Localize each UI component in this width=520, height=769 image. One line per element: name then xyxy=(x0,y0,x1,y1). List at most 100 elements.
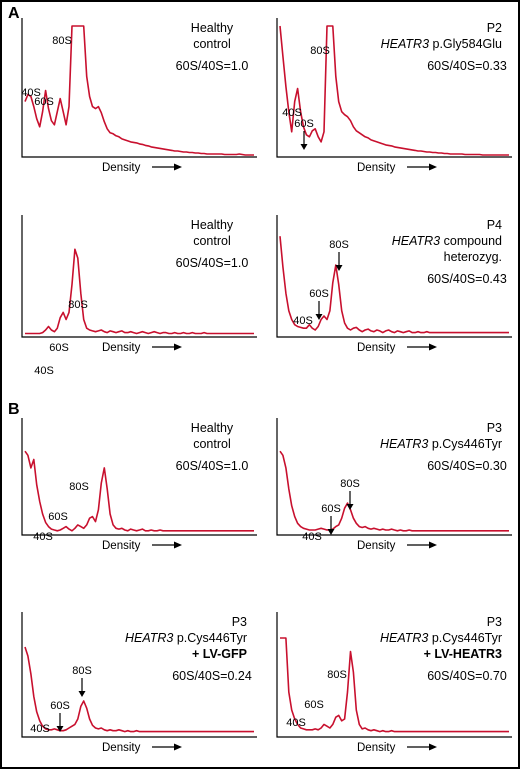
panel-title-span: HEATR3 xyxy=(392,234,440,248)
panel-title-span: p.Cys446Tyr xyxy=(173,631,247,645)
panel-title-line: control xyxy=(193,437,231,451)
peak-label-40s: 40S xyxy=(302,531,322,543)
panel-title-line: Healthy xyxy=(191,21,234,35)
x-axis-arrow-head xyxy=(429,541,437,549)
panel-title-span: P3 xyxy=(232,615,247,629)
profile-trace xyxy=(279,236,509,334)
peak-label-60s: 60S xyxy=(321,503,341,515)
peak-label-80s: 80S xyxy=(68,299,88,311)
x-axis-arrow-head xyxy=(429,743,437,751)
panel-title-span: Healthy xyxy=(191,421,234,435)
profile-panels: 40S60S80SHealthycontrol60S/40S=1.0Densit… xyxy=(21,18,512,754)
profile-panel: 40S 60S 80S P4 HEATR3 compound heterozyg. 60S/… xyxy=(276,215,512,354)
x-axis-arrow-head xyxy=(174,163,182,171)
arrow-60s-head xyxy=(327,529,335,535)
x-axis-arrow-head xyxy=(174,743,182,751)
panel-title-line: + LV-GFP xyxy=(192,647,247,661)
panel-title-line: HEATR3 p.Gly584Glu xyxy=(381,37,502,51)
peak-label-80s: 80S xyxy=(52,35,72,47)
peak-label-40s: 40S xyxy=(293,315,313,327)
panel-title-span: p.Gly584Glu xyxy=(429,37,502,51)
panel-title-line: P4 xyxy=(487,218,502,232)
peak-label-60s: 60S xyxy=(50,700,70,712)
axis-lines xyxy=(21,18,257,158)
peak-label-80s: 80S xyxy=(340,478,360,490)
panel-title-line: HEATR3 p.Cys446Tyr xyxy=(380,437,502,451)
ratio-label: 60S/40S=0.33 xyxy=(427,59,507,73)
x-axis-label: Density xyxy=(102,342,141,354)
panel-title-line: Healthy xyxy=(191,218,234,232)
arrow-60s-head xyxy=(300,144,308,150)
profile-trace xyxy=(280,637,509,733)
arrow-80s-head xyxy=(78,691,86,697)
axis-lines xyxy=(276,418,512,536)
panel-title-span: Healthy xyxy=(191,21,234,35)
peak-label-80s: 80S xyxy=(327,669,347,681)
ratio-label: 60S/40S=0.70 xyxy=(427,669,507,683)
profile-trace xyxy=(24,646,254,733)
profile-trace xyxy=(25,248,254,335)
ratio-label: 60S/40S=0.43 xyxy=(427,272,507,286)
panel-title-span: heterozyg. xyxy=(444,250,502,264)
profile-panel: 40S60S80SHealthycontrol60S/40S=1.0Densit… xyxy=(21,18,257,174)
x-axis-label: Density xyxy=(357,540,396,552)
panel-title-line: P3 xyxy=(487,615,502,629)
profile-trace xyxy=(279,25,509,156)
arrow-80s-head xyxy=(346,504,354,510)
x-axis-label: Density xyxy=(357,342,396,354)
arrow-60s-head xyxy=(315,314,323,320)
panel-title-span: control xyxy=(193,437,231,451)
peak-label-60s: 60S xyxy=(294,118,314,130)
axis-lines xyxy=(276,18,512,158)
section-label-a: A xyxy=(8,5,20,22)
profile-panel: 40S60S80SHealthycontrol60S/40S=1.0Densit… xyxy=(21,418,257,552)
axis-lines xyxy=(21,612,257,738)
peak-label-40s: 40S xyxy=(21,87,41,99)
x-axis-label: Density xyxy=(357,742,396,754)
x-axis-label: Density xyxy=(102,540,141,552)
peak-label-60s: 60S xyxy=(304,699,324,711)
ratio-label: 60S/40S=1.0 xyxy=(176,459,249,473)
x-axis-label: Density xyxy=(102,742,141,754)
panel-title-line: P3 xyxy=(232,615,247,629)
panel-title-span: + LV-GFP xyxy=(192,647,247,661)
profile-trace xyxy=(24,450,254,532)
peak-label-80s: 80S xyxy=(72,665,92,677)
peak-label-40s: 40S xyxy=(30,723,50,735)
peak-label-80s: 80S xyxy=(310,45,330,57)
panel-title-span: HEATR3 xyxy=(125,631,173,645)
peak-label-40s: 40S xyxy=(34,365,54,377)
peak-label-80s: 80S xyxy=(329,239,349,251)
peak-label-60s: 60S xyxy=(34,96,54,108)
panel-title-span: P3 xyxy=(487,615,502,629)
peak-label-60s: 60S xyxy=(48,511,68,523)
axis-lines xyxy=(21,418,257,536)
x-axis-arrow-head xyxy=(174,343,182,351)
panel-title-span: P2 xyxy=(487,21,502,35)
panel-title-line: + LV-HEATR3 xyxy=(424,647,502,661)
x-axis-label: Density xyxy=(102,162,141,174)
panel-title-span: + LV-HEATR3 xyxy=(424,647,502,661)
panel-title-line: HEATR3 compound xyxy=(392,234,502,248)
panel-title-span: P4 xyxy=(487,218,502,232)
profile-trace xyxy=(24,25,254,156)
profile-panel: 40S 60S 80S P3 HEATR3 p.Cys446Tyr + LV-HEATR3… xyxy=(276,612,512,754)
panel-title-span: HEATR3 xyxy=(381,37,429,51)
axis-lines xyxy=(21,215,257,338)
x-axis-label: Density xyxy=(357,162,396,174)
arrow-60s-head xyxy=(56,726,64,732)
profile-trace xyxy=(279,450,509,532)
ratio-label: 60S/40S=1.0 xyxy=(176,59,249,73)
ratio-label: 60S/40S=1.0 xyxy=(176,256,249,270)
peak-label-40s: 40S xyxy=(286,717,306,729)
ratio-label: 60S/40S=0.30 xyxy=(427,459,507,473)
x-axis-arrow-head xyxy=(174,541,182,549)
panel-title-line: P2 xyxy=(487,21,502,35)
ratio-label: 60S/40S=0.24 xyxy=(172,669,252,683)
peak-label-40s: 40S xyxy=(33,531,53,543)
profile-panel: 40S60S80SHealthycontrol60S/40S=1.0Densit… xyxy=(21,215,257,377)
panel-title-span: control xyxy=(193,234,231,248)
panel-title-line: HEATR3 p.Cys446Tyr xyxy=(125,631,247,645)
